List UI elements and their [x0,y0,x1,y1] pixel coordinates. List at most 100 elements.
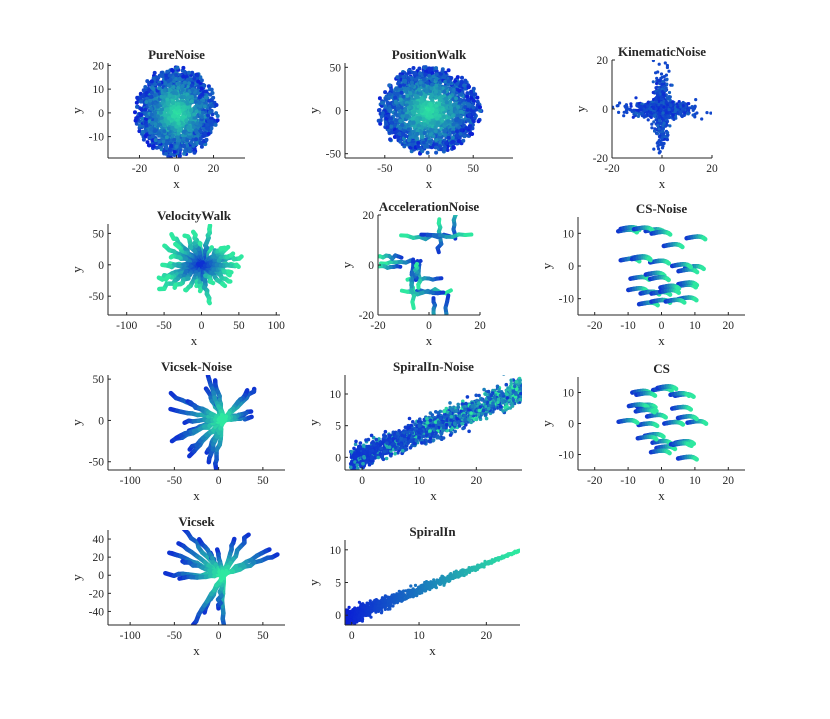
data-point [661,129,665,134]
data-point [465,107,470,112]
data-point [206,126,210,131]
data-point [201,110,205,115]
data-point [695,111,699,115]
data-point [665,138,670,142]
x-tick-label: -100 [116,320,137,332]
data-point [459,128,464,133]
data-point [175,65,180,70]
data-point [664,111,668,115]
data-point [649,111,653,115]
x-tick-label: -50 [377,163,393,175]
data-point [162,88,167,93]
data-point [634,111,639,115]
data-point [401,94,406,99]
data-point [455,82,460,86]
y-tick-label: 0 [368,260,374,272]
data-point [422,122,427,127]
data-point [434,104,439,108]
data-point [671,100,675,104]
data-point [383,97,388,102]
data-point [622,114,626,118]
data-point [455,133,459,138]
data-point [415,101,420,106]
data-point [144,133,149,138]
data-point [673,109,677,114]
data-point [182,111,187,116]
data-point [442,114,446,119]
data-point [476,119,481,124]
data-point [408,145,413,150]
data-point [185,77,190,82]
data-point [411,66,416,70]
data-point [174,73,179,77]
data-point [450,135,455,140]
data-point [153,82,158,87]
data-point [393,95,398,100]
trajectory-segment [206,299,212,306]
data-point [144,123,149,128]
data-point [440,69,445,74]
x-tick-label: 20 [706,163,718,175]
data-point [393,130,398,135]
data-point [139,99,143,104]
data-point [153,129,157,134]
data-point [444,100,449,105]
data-point [176,114,181,119]
data-point [172,149,177,154]
data-point [144,90,149,95]
data-point [416,141,421,145]
data-point [152,70,157,75]
data-point [410,134,415,139]
data-point [471,119,476,124]
data-point [162,95,167,99]
data-point [383,104,388,109]
data-point [450,114,455,118]
data-point [193,128,198,133]
data-point [457,97,462,102]
data-point [636,108,640,112]
data-point [675,111,680,115]
data-point [141,137,146,142]
data-point [407,70,412,75]
data-point [646,101,650,105]
data-point [662,121,666,125]
data-point [207,98,212,103]
data-point [178,127,183,132]
y-tick-label: 50 [330,62,342,74]
data-point [434,69,439,74]
data-point [462,83,467,88]
data-point [165,69,170,74]
data-point [406,105,411,110]
data-point [415,128,420,133]
data-point [420,149,425,154]
chart-title: PositionWalk [392,47,467,62]
data-point [665,65,670,70]
data-point [437,132,442,137]
data-point [446,79,451,84]
data-point [463,80,468,85]
data-point [424,142,429,147]
data-point [377,96,382,101]
data-point [169,152,174,157]
data-point [418,80,423,85]
trajectory-segment [433,319,434,323]
data-point [437,97,442,102]
data-point [442,89,447,94]
data-point [687,108,691,112]
x-tick-label: -20 [370,320,386,332]
data-point [165,101,170,106]
data-point [659,101,664,105]
data-point [411,116,416,121]
data-point [659,72,664,76]
data-point [467,113,471,118]
data-point [188,117,193,122]
data-point [204,137,209,142]
data-point [433,113,438,117]
data-point [656,96,661,100]
data-point [612,105,615,109]
x-tick-label: 0 [426,163,432,175]
data-point [140,116,145,121]
data-point [669,103,673,108]
